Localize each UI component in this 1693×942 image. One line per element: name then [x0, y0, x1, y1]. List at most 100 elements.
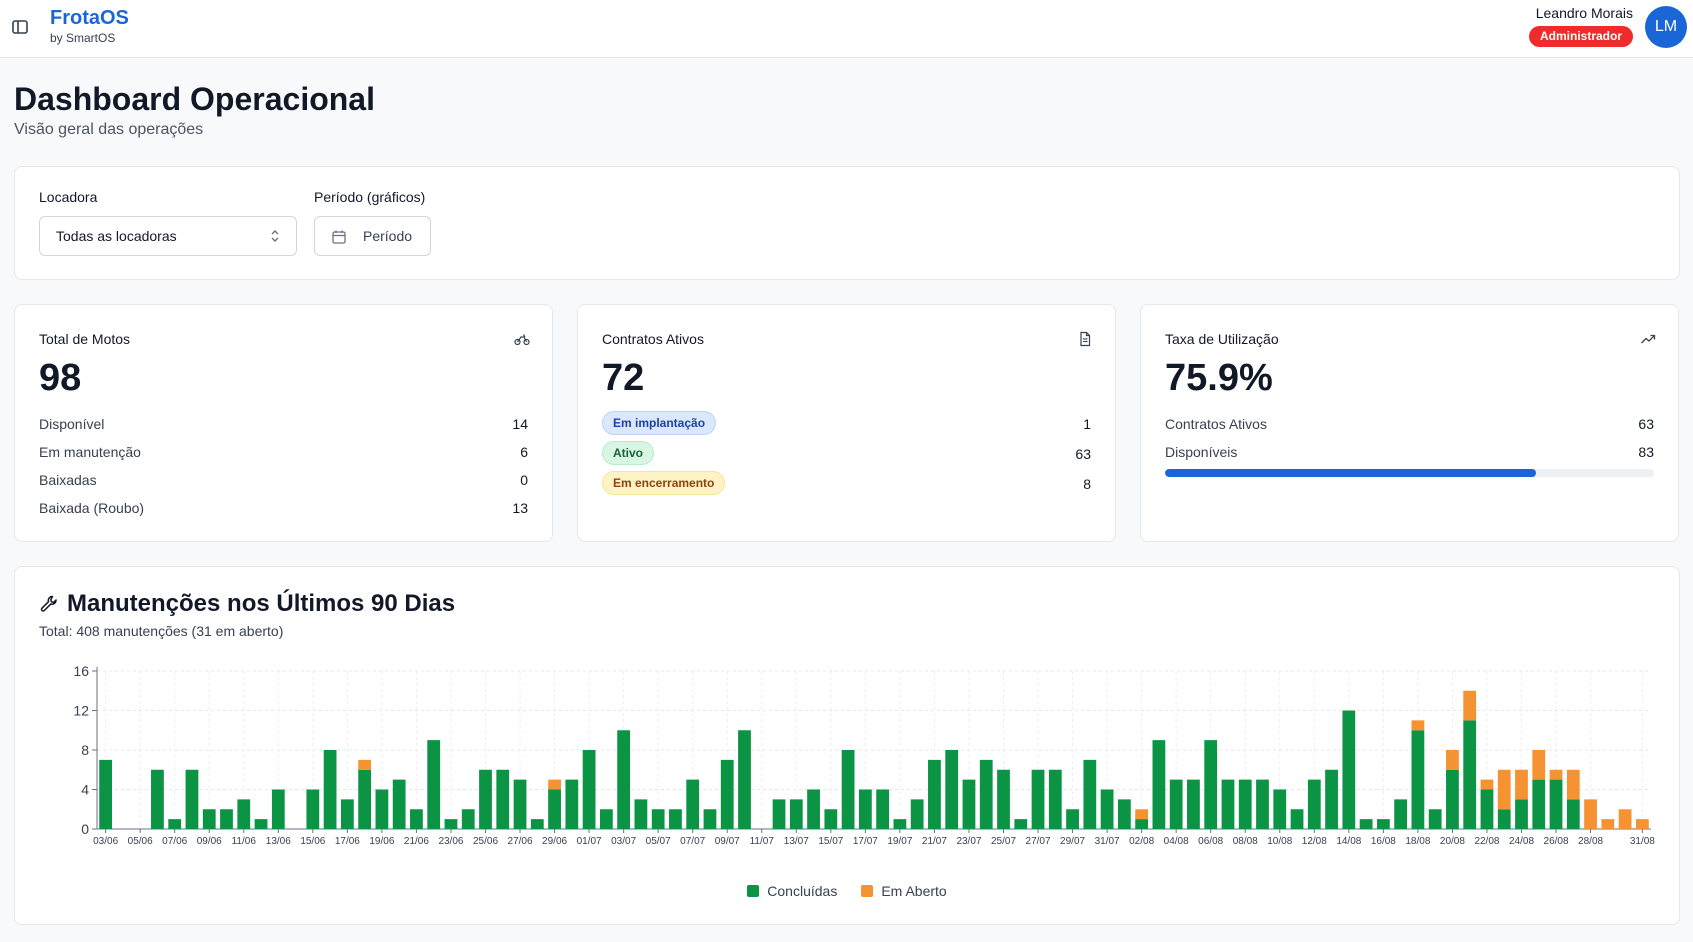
bar-concluidas — [530, 819, 544, 829]
bar-concluidas — [651, 809, 665, 829]
bar-concluidas — [1014, 819, 1028, 829]
y-tick-label: 8 — [81, 742, 89, 758]
x-tick-label: 09/06 — [197, 836, 222, 847]
stat-row: Disponíveis 83 — [1165, 441, 1654, 469]
bar-em-aberto — [1635, 819, 1649, 829]
bar-concluidas — [1359, 819, 1373, 829]
x-tick-label: 21/06 — [404, 836, 429, 847]
x-tick-label: 19/07 — [887, 836, 912, 847]
x-tick-label: 31/07 — [1095, 836, 1120, 847]
periodo-label: Período (gráficos) — [314, 189, 426, 205]
row-label: Baixadas — [39, 472, 97, 488]
bar-em-aberto — [1532, 750, 1546, 780]
bar-em-aberto — [1549, 769, 1563, 780]
x-tick-label: 31/08 — [1630, 836, 1655, 847]
stat-row: Em manutenção 6 — [39, 441, 528, 469]
bar-concluidas — [1290, 809, 1304, 829]
x-tick-label: 01/07 — [577, 836, 602, 847]
bar-concluidas — [824, 809, 838, 829]
bar-concluidas — [1566, 799, 1580, 829]
row-value: 8 — [1083, 476, 1091, 492]
legend-item-em-aberto[interactable]: Em Aberto — [861, 883, 947, 899]
bar-concluidas — [237, 799, 251, 829]
bar-concluidas — [548, 789, 561, 829]
bar-em-aberto — [1618, 809, 1632, 829]
x-tick-label: 15/06 — [300, 836, 325, 847]
x-tick-label: 27/06 — [508, 836, 533, 847]
x-tick-label: 11/06 — [232, 836, 257, 847]
wrench-icon — [40, 595, 57, 612]
row-label: Em manutenção — [39, 444, 141, 460]
card-title: Taxa de Utilização — [1165, 331, 1279, 347]
bar-concluidas — [220, 809, 233, 829]
brand[interactable]: FrotaOS by SmartOS — [50, 6, 129, 46]
x-tick-label: 08/08 — [1233, 836, 1258, 847]
bar-em-aberto — [1411, 720, 1425, 731]
bar-concluidas — [340, 799, 354, 829]
row-value: 83 — [1638, 444, 1654, 460]
row-value: 0 — [520, 472, 528, 488]
bar-concluidas — [151, 769, 164, 829]
legend-swatch — [861, 885, 874, 897]
x-tick-label: 29/06 — [542, 836, 567, 847]
bar-concluidas — [1307, 779, 1321, 829]
bar-concluidas — [1083, 759, 1097, 829]
bar-concluidas — [496, 769, 510, 829]
sidebar-toggle-icon[interactable] — [10, 17, 30, 37]
locadora-select[interactable]: Todas as locadoras — [39, 216, 297, 256]
x-tick-label: 15/07 — [818, 836, 843, 847]
bar-concluidas — [1238, 779, 1252, 829]
legend-item-concluidas[interactable]: Concluídas — [747, 883, 837, 899]
x-tick-label: 03/07 — [611, 836, 636, 847]
row-value: 1 — [1083, 416, 1091, 432]
bar-concluidas — [271, 789, 285, 829]
x-tick-label: 20/08 — [1440, 836, 1465, 847]
stat-row: Em implantação 1 — [602, 411, 1091, 441]
bar-concluidas — [99, 759, 113, 829]
avatar[interactable]: LM — [1645, 6, 1687, 48]
x-tick-label: 22/08 — [1474, 836, 1499, 847]
top-bar: FrotaOS by SmartOS Leandro Morais Admini… — [0, 0, 1693, 58]
bar-concluidas — [962, 779, 976, 829]
utilization-progress-bar — [1165, 469, 1654, 477]
stat-row: Baixada (Roubo) 13 — [39, 497, 528, 525]
bar-concluidas — [1428, 809, 1442, 829]
x-tick-label: 24/08 — [1509, 836, 1534, 847]
row-value: 6 — [520, 444, 528, 460]
bar-concluidas — [1480, 789, 1494, 829]
progress-fill — [1165, 469, 1537, 477]
x-tick-label: 07/07 — [680, 836, 705, 847]
bar-concluidas — [1411, 730, 1425, 829]
periodo-button[interactable]: Período — [314, 216, 431, 256]
bar-concluidas — [876, 789, 890, 829]
bar-concluidas — [979, 759, 993, 829]
bar-concluidas — [807, 789, 820, 829]
bar-concluidas — [565, 779, 579, 829]
bar-em-aberto — [1566, 769, 1580, 800]
bar-concluidas — [254, 819, 268, 829]
calendar-icon — [332, 230, 346, 244]
chart-legend: Concluídas Em Aberto — [15, 883, 1679, 899]
x-tick-label: 16/08 — [1371, 836, 1396, 847]
filters-card: Locadora Período (gráficos) Todas as loc… — [14, 166, 1680, 280]
x-tick-label: 19/06 — [369, 836, 394, 847]
card-value: 98 — [39, 357, 82, 399]
card-title: Contratos Ativos — [602, 331, 704, 347]
bar-em-aberto — [358, 759, 372, 770]
bar-em-aberto — [1135, 809, 1149, 820]
x-tick-label: 26/08 — [1544, 836, 1569, 847]
bar-concluidas — [1152, 740, 1166, 829]
bar-concluidas — [1532, 779, 1546, 829]
y-tick-label: 12 — [73, 703, 89, 719]
x-tick-label: 25/07 — [991, 836, 1016, 847]
bar-concluidas — [479, 769, 492, 829]
bar-concluidas — [392, 779, 406, 829]
x-tick-label: 28/08 — [1578, 836, 1603, 847]
bar-concluidas — [1256, 779, 1269, 829]
bar-em-aberto — [1601, 819, 1615, 829]
y-tick-label: 16 — [73, 663, 89, 679]
bar-concluidas — [599, 809, 613, 829]
bar-concluidas — [789, 799, 803, 829]
bar-concluidas — [1169, 779, 1183, 829]
bar-concluidas — [1497, 809, 1511, 829]
